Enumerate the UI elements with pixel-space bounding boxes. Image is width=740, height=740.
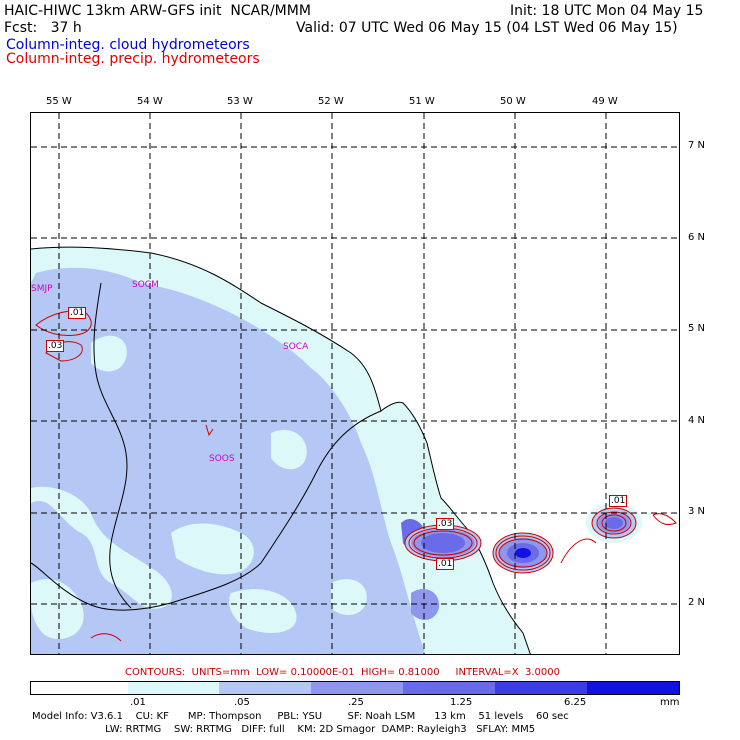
model-info-line2: LW: RRTMG SW: RRTMG DIFF: full KM: 2D Sm… bbox=[32, 724, 536, 735]
lon-label: 52 W bbox=[318, 96, 344, 107]
map-panel: SMJP SOCM SOCA SOOS .01 .03 .03 .01 .01 bbox=[30, 112, 680, 655]
model-info-line1: Model Info: V3.6.1 CU: KF MP: Thompson P… bbox=[32, 711, 569, 722]
map-canvas bbox=[31, 113, 679, 654]
lat-label: 4 N bbox=[688, 415, 706, 426]
precip-cell bbox=[404, 524, 482, 562]
precip-cell bbox=[492, 532, 554, 574]
lat-lon-grid bbox=[31, 113, 679, 654]
contour-label: .01 bbox=[609, 495, 628, 507]
colorbar-tick: .01 bbox=[130, 697, 146, 708]
lon-label: 53 W bbox=[227, 96, 253, 107]
contour-info: CONTOURS: UNITS=mm LOW= 0.10000E-01 HIGH… bbox=[125, 667, 560, 678]
precip-cell bbox=[586, 503, 642, 543]
station-label: SOOS bbox=[209, 454, 235, 464]
station-label: SMJP bbox=[31, 284, 53, 294]
init-time: Init: 18 UTC Mon 04 May 15 bbox=[510, 3, 704, 19]
contour-label: .01 bbox=[68, 307, 87, 319]
colorbar bbox=[30, 681, 680, 695]
cloud-hydrometeor-shading bbox=[31, 247, 531, 654]
lat-label: 6 N bbox=[688, 232, 706, 243]
lon-label: 49 W bbox=[592, 96, 618, 107]
lon-label: 55 W bbox=[46, 96, 72, 107]
contour-label: .01 bbox=[436, 558, 455, 570]
lat-label: 5 N bbox=[688, 323, 706, 334]
station-label: SOCM bbox=[132, 280, 159, 290]
field-cloud-hydrometeors: Column-integ. cloud hydrometeors bbox=[6, 37, 250, 53]
colorbar-tick: 1.25 bbox=[450, 697, 473, 708]
colorbar-tick: .25 bbox=[348, 697, 364, 708]
forecast-hour: Fcst: 37 h bbox=[4, 20, 82, 36]
header-title: HAIC-HIWC 13km ARW-GFS init NCAR/MMM bbox=[4, 3, 311, 19]
lat-label: 3 N bbox=[688, 506, 706, 517]
contour-label: .03 bbox=[436, 518, 455, 530]
station-label: SOCA bbox=[283, 342, 309, 352]
lat-label: 2 N bbox=[688, 597, 706, 608]
lon-label: 51 W bbox=[409, 96, 435, 107]
border-line bbox=[93, 282, 132, 609]
colorbar-tick: 6.25 bbox=[564, 697, 587, 708]
field-precip-hydrometeors: Column-integ. precip. hydrometeors bbox=[6, 51, 260, 67]
contour-label: .03 bbox=[46, 340, 65, 352]
colorbar-unit: mm bbox=[660, 697, 680, 708]
valid-time: Valid: 07 UTC Wed 06 May 15 (04 LST Wed … bbox=[296, 20, 678, 36]
lon-label: 50 W bbox=[500, 96, 526, 107]
border-line bbox=[31, 410, 382, 611]
lon-label: 54 W bbox=[137, 96, 163, 107]
lat-label: 7 N bbox=[688, 140, 706, 151]
colorbar-tick: .05 bbox=[234, 697, 250, 708]
